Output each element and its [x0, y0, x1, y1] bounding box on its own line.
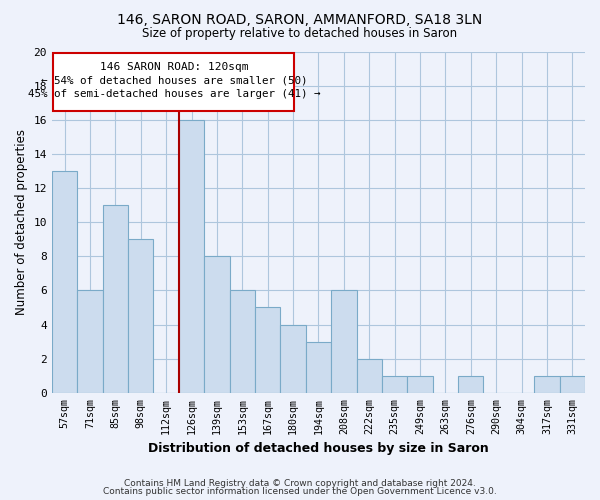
Bar [204, 256, 230, 393]
Bar [407, 376, 433, 393]
Y-axis label: Number of detached properties: Number of detached properties [15, 129, 28, 315]
Text: ← 54% of detached houses are smaller (50): ← 54% of detached houses are smaller (50… [41, 76, 307, 86]
Bar [230, 290, 255, 393]
Text: Size of property relative to detached houses in Saron: Size of property relative to detached ho… [142, 28, 458, 40]
Text: 146, SARON ROAD, SARON, AMMANFORD, SA18 3LN: 146, SARON ROAD, SARON, AMMANFORD, SA18 … [118, 12, 482, 26]
Bar [331, 290, 356, 393]
Bar [255, 308, 280, 393]
X-axis label: Distribution of detached houses by size in Saron: Distribution of detached houses by size … [148, 442, 489, 455]
Bar [179, 120, 204, 393]
Bar [560, 376, 585, 393]
Text: 45% of semi-detached houses are larger (41) →: 45% of semi-detached houses are larger (… [28, 89, 320, 99]
Bar [382, 376, 407, 393]
Bar [103, 205, 128, 393]
FancyBboxPatch shape [53, 53, 295, 111]
Text: Contains public sector information licensed under the Open Government Licence v3: Contains public sector information licen… [103, 487, 497, 496]
Bar [280, 324, 306, 393]
Bar [128, 239, 154, 393]
Bar [52, 171, 77, 393]
Bar [356, 358, 382, 393]
Text: Contains HM Land Registry data © Crown copyright and database right 2024.: Contains HM Land Registry data © Crown c… [124, 478, 476, 488]
Bar [534, 376, 560, 393]
Bar [77, 290, 103, 393]
Bar [458, 376, 484, 393]
Bar [306, 342, 331, 393]
Text: 146 SARON ROAD: 120sqm: 146 SARON ROAD: 120sqm [100, 62, 248, 72]
